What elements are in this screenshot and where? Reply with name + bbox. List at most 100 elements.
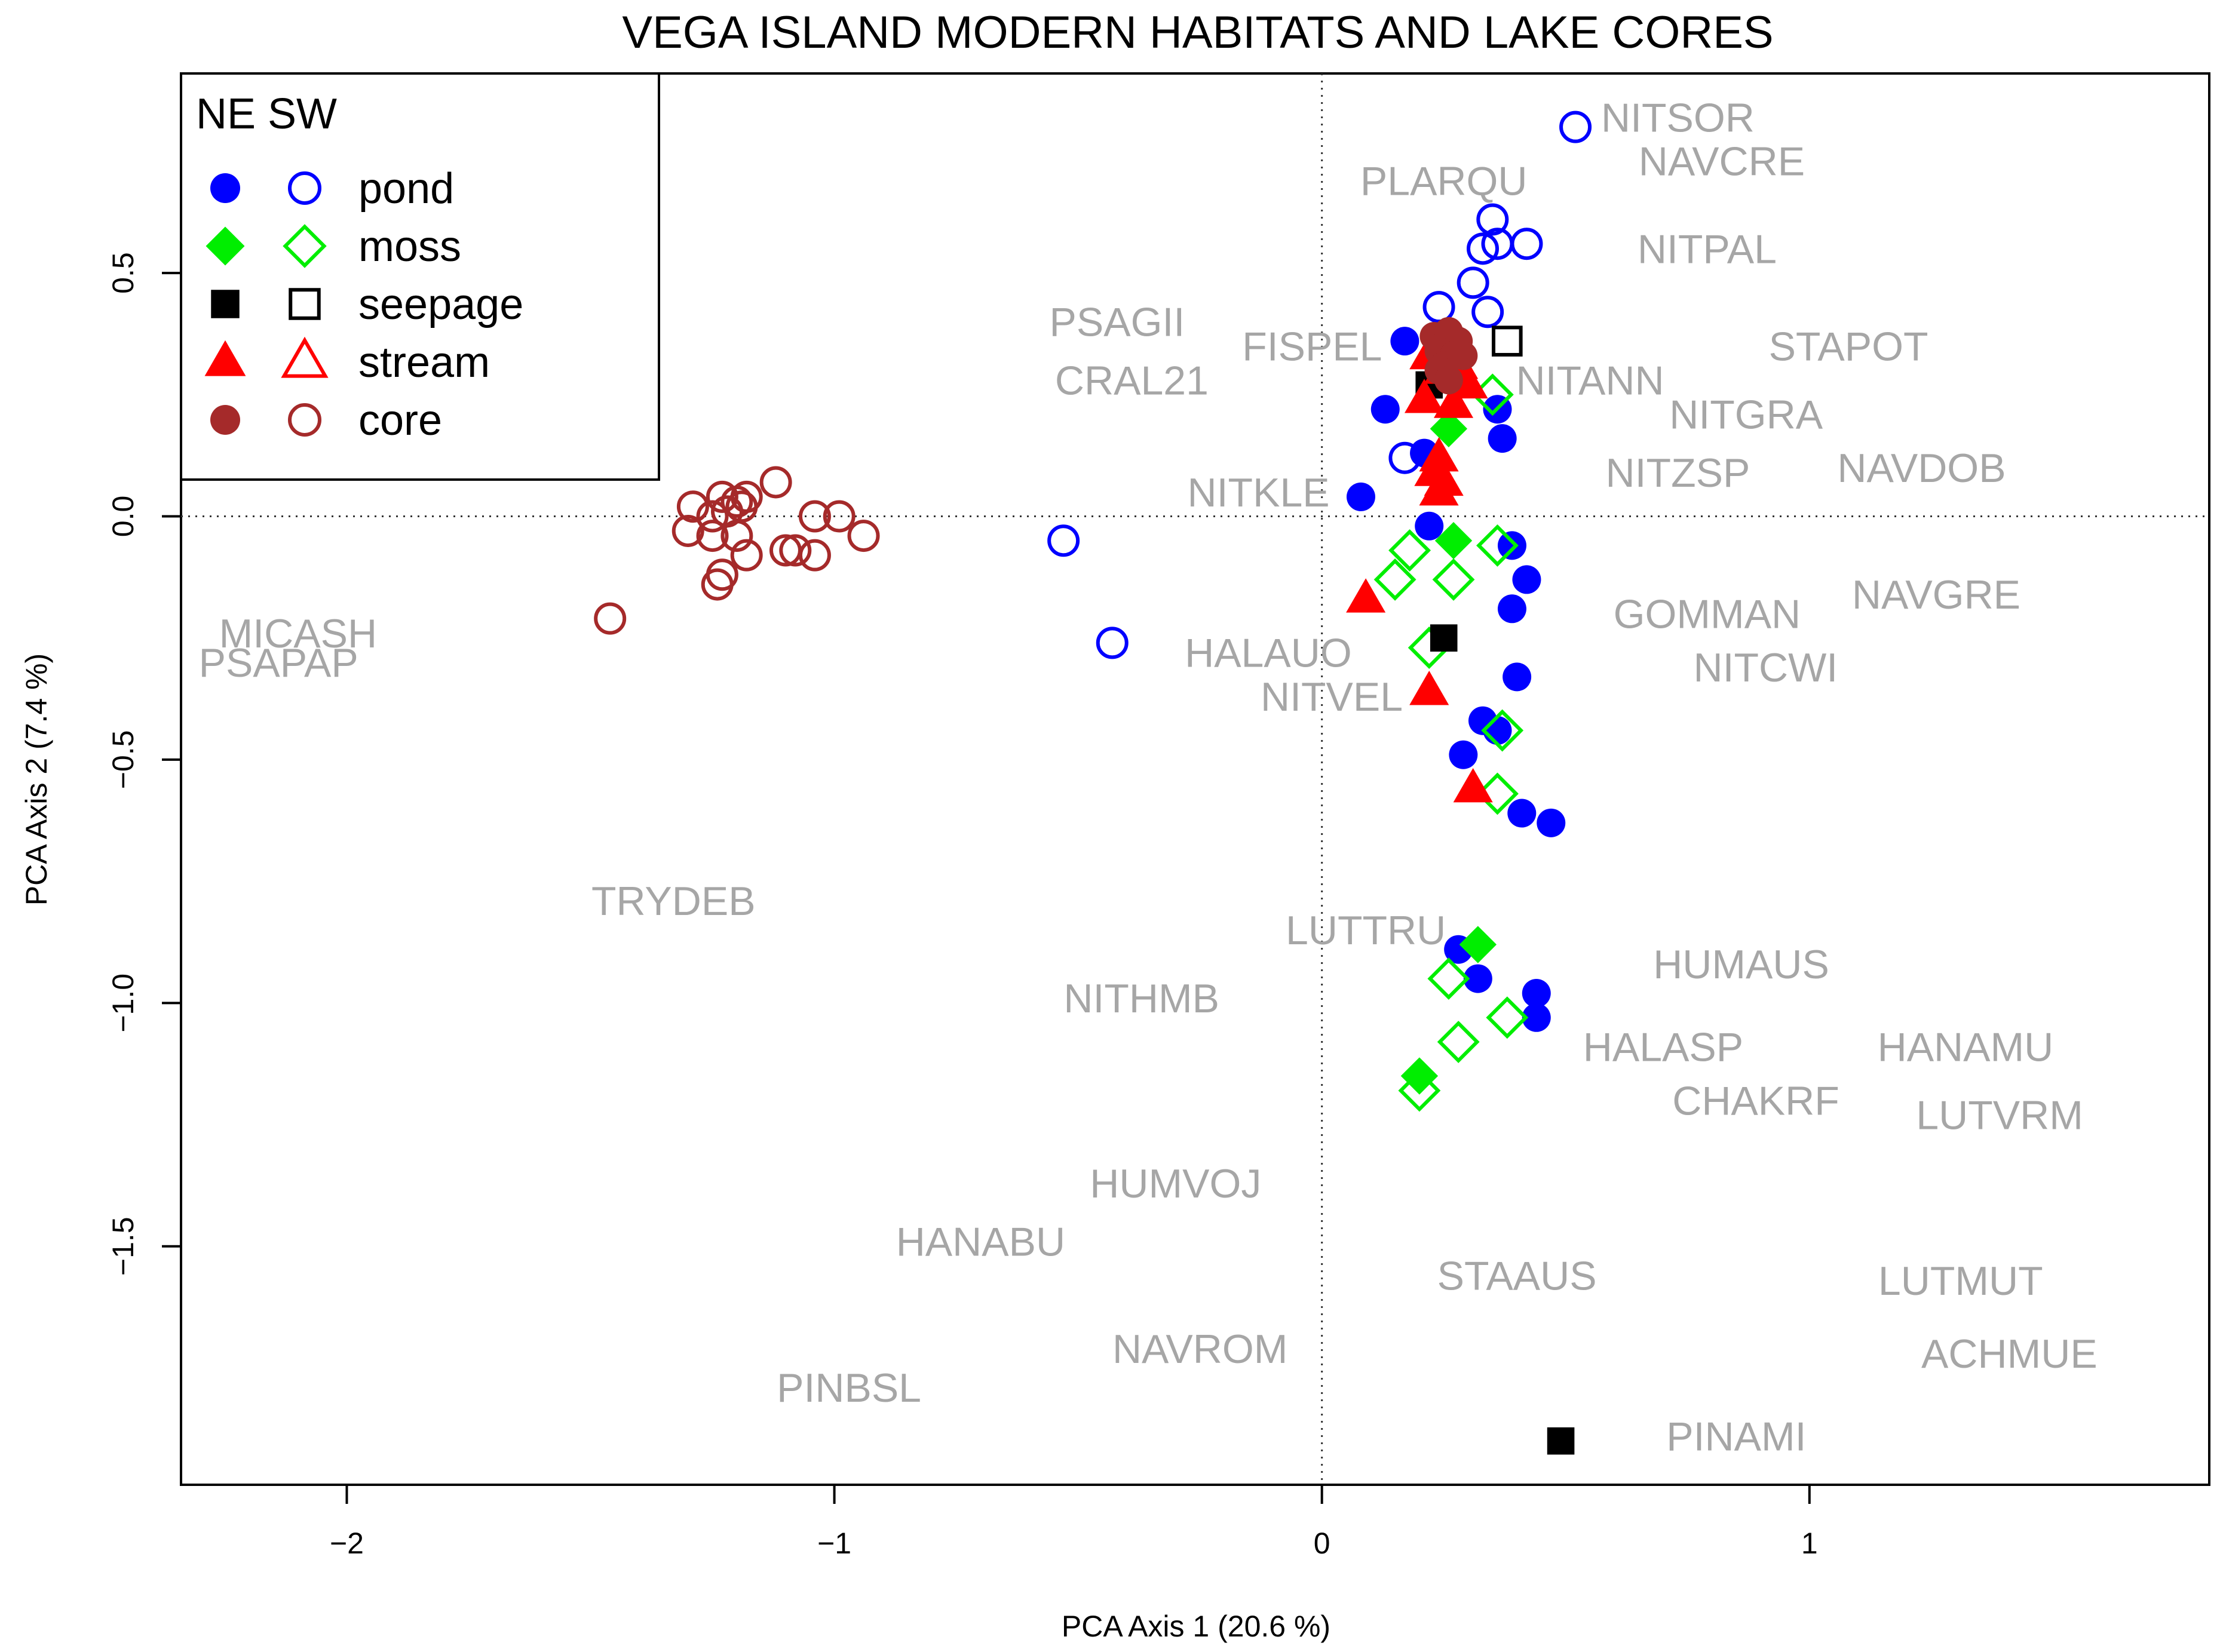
point-moss-sw: [1388, 529, 1431, 572]
sample-points: [594, 110, 1592, 1455]
y-axis-label: PCA Axis 2 (7.4 %): [20, 653, 53, 905]
point-core-sw: [759, 466, 792, 499]
species-label: STAAUS: [1437, 1254, 1597, 1299]
legend-marker-pond-ne: [210, 173, 240, 203]
point-stream-ne: [1405, 379, 1445, 413]
point-core-sw: [706, 480, 738, 513]
x-axis-label: PCA Axis 1 (20.6 %): [1062, 1610, 1330, 1643]
species-label: LUTTRU: [1286, 908, 1446, 953]
point-core-sw: [594, 602, 627, 635]
point-pond-ne: [1503, 662, 1532, 692]
point-pond-ne: [1488, 424, 1517, 453]
species-label: HANAMU: [1878, 1025, 2054, 1070]
point-core-ne: [1449, 341, 1478, 370]
x-tick-label: 0: [1314, 1527, 1330, 1560]
species-label: NAVGRE: [1852, 572, 2020, 618]
legend-marker-stream-ne: [204, 340, 246, 376]
point-core-ne: [1434, 366, 1463, 395]
point-moss-sw: [1427, 957, 1470, 1000]
species-label: NITVEL: [1261, 674, 1403, 720]
species-label: HANABU: [896, 1220, 1065, 1265]
point-moss-sw: [1432, 558, 1475, 601]
legend-marker-core-sw: [288, 403, 321, 437]
species-label: NAVCRE: [1639, 139, 1805, 185]
point-pond-ne: [1415, 511, 1444, 541]
species-label: NITANN: [1516, 358, 1664, 403]
point-moss-sw: [1476, 772, 1519, 815]
species-label: NAVDOB: [1837, 446, 2006, 491]
species-label: NAVROM: [1112, 1326, 1287, 1372]
point-stream-ne: [1419, 471, 1459, 506]
point-pond-sw: [1510, 228, 1543, 260]
point-pond-ne: [1449, 740, 1478, 769]
point-pond-ne: [1537, 808, 1566, 837]
point-pond-sw: [1388, 441, 1421, 474]
point-pond-ne: [1463, 964, 1492, 993]
point-pond-sw: [1476, 203, 1509, 236]
point-pond-sw: [1471, 296, 1504, 328]
species-label: TRYDEB: [591, 879, 756, 924]
point-moss-sw: [1373, 558, 1416, 601]
point-pond-ne: [1507, 799, 1537, 828]
point-seepage-ne: [1430, 624, 1458, 652]
point-pond-ne: [1512, 565, 1541, 594]
plot-frame: [180, 72, 2210, 1486]
point-core-sw: [730, 539, 763, 572]
species-label: NITCWI: [1693, 645, 1838, 690]
species-label: PINAMI: [1666, 1414, 1806, 1460]
point-core-sw: [676, 490, 709, 523]
species-label: HUMVOJ: [1090, 1161, 1261, 1206]
point-pond-ne: [1497, 594, 1526, 624]
legend-marker-pond-sw: [288, 171, 321, 205]
species-label: HALASP: [1583, 1025, 1743, 1070]
species-label: ACHMUE: [1921, 1331, 2098, 1377]
legend-label-core: core: [358, 397, 442, 444]
species-label: CHAKRF: [1672, 1078, 1839, 1123]
legend-label-moss: moss: [358, 223, 461, 271]
y-tick-label: −1.0: [106, 974, 140, 1033]
point-pond-sw: [1096, 627, 1129, 659]
point-core-sw: [847, 520, 880, 552]
legend-marker-seepage-sw: [289, 288, 321, 320]
point-pond-ne: [1522, 1003, 1551, 1032]
point-moss-ne: [1434, 522, 1473, 560]
species-label: NITPAL: [1638, 226, 1777, 272]
species-label: NITZSP: [1606, 450, 1750, 496]
legend-header: NE SW: [196, 90, 337, 138]
x-tick-label: 1: [1801, 1527, 1818, 1560]
point-core-sw: [701, 568, 734, 601]
point-pond-ne: [1390, 327, 1419, 356]
point-moss-sw: [1398, 1069, 1441, 1112]
x-tick-label: −1: [817, 1527, 851, 1560]
point-pond-ne: [1370, 395, 1400, 424]
point-moss-ne: [1430, 410, 1468, 448]
point-stream-ne: [1409, 671, 1449, 705]
species-label: STAPOT: [1769, 324, 1928, 369]
point-pond-sw: [1559, 110, 1592, 143]
point-moss-ne: [1400, 1057, 1439, 1095]
point-pond-sw: [1457, 266, 1489, 299]
point-seepage-ne: [1547, 1427, 1575, 1455]
point-stream-ne: [1346, 578, 1386, 613]
y-axis: −1.5 −1.0 −0.5 0.0 0.5: [106, 252, 181, 1276]
legend-marker-core-ne: [210, 405, 240, 435]
point-moss-sw: [1437, 1021, 1480, 1063]
point-core-sw: [798, 539, 831, 572]
point-stream-ne: [1453, 767, 1493, 803]
species-label: NITKLE: [1188, 470, 1330, 515]
legend-marker-moss-sw: [283, 224, 327, 268]
point-core-sw: [696, 500, 729, 533]
chart-title: VEGA ISLAND MODERN HABITATS AND LAKE COR…: [622, 7, 1773, 58]
species-label: NITGRA: [1669, 392, 1823, 437]
point-core-sw: [798, 500, 831, 533]
species-label: PSAGII: [1050, 300, 1185, 345]
legend-entries: pond moss seepage stream core: [204, 165, 523, 444]
legend-label-pond: pond: [358, 165, 454, 213]
species-label: CRAL21: [1055, 358, 1209, 403]
point-pond-ne: [1522, 979, 1551, 1008]
species-label: LUTVRM: [1916, 1093, 2083, 1138]
y-tick-label: 0.0: [106, 496, 140, 538]
point-moss-sw: [1481, 709, 1524, 752]
species-label: FISPEL: [1242, 324, 1382, 369]
